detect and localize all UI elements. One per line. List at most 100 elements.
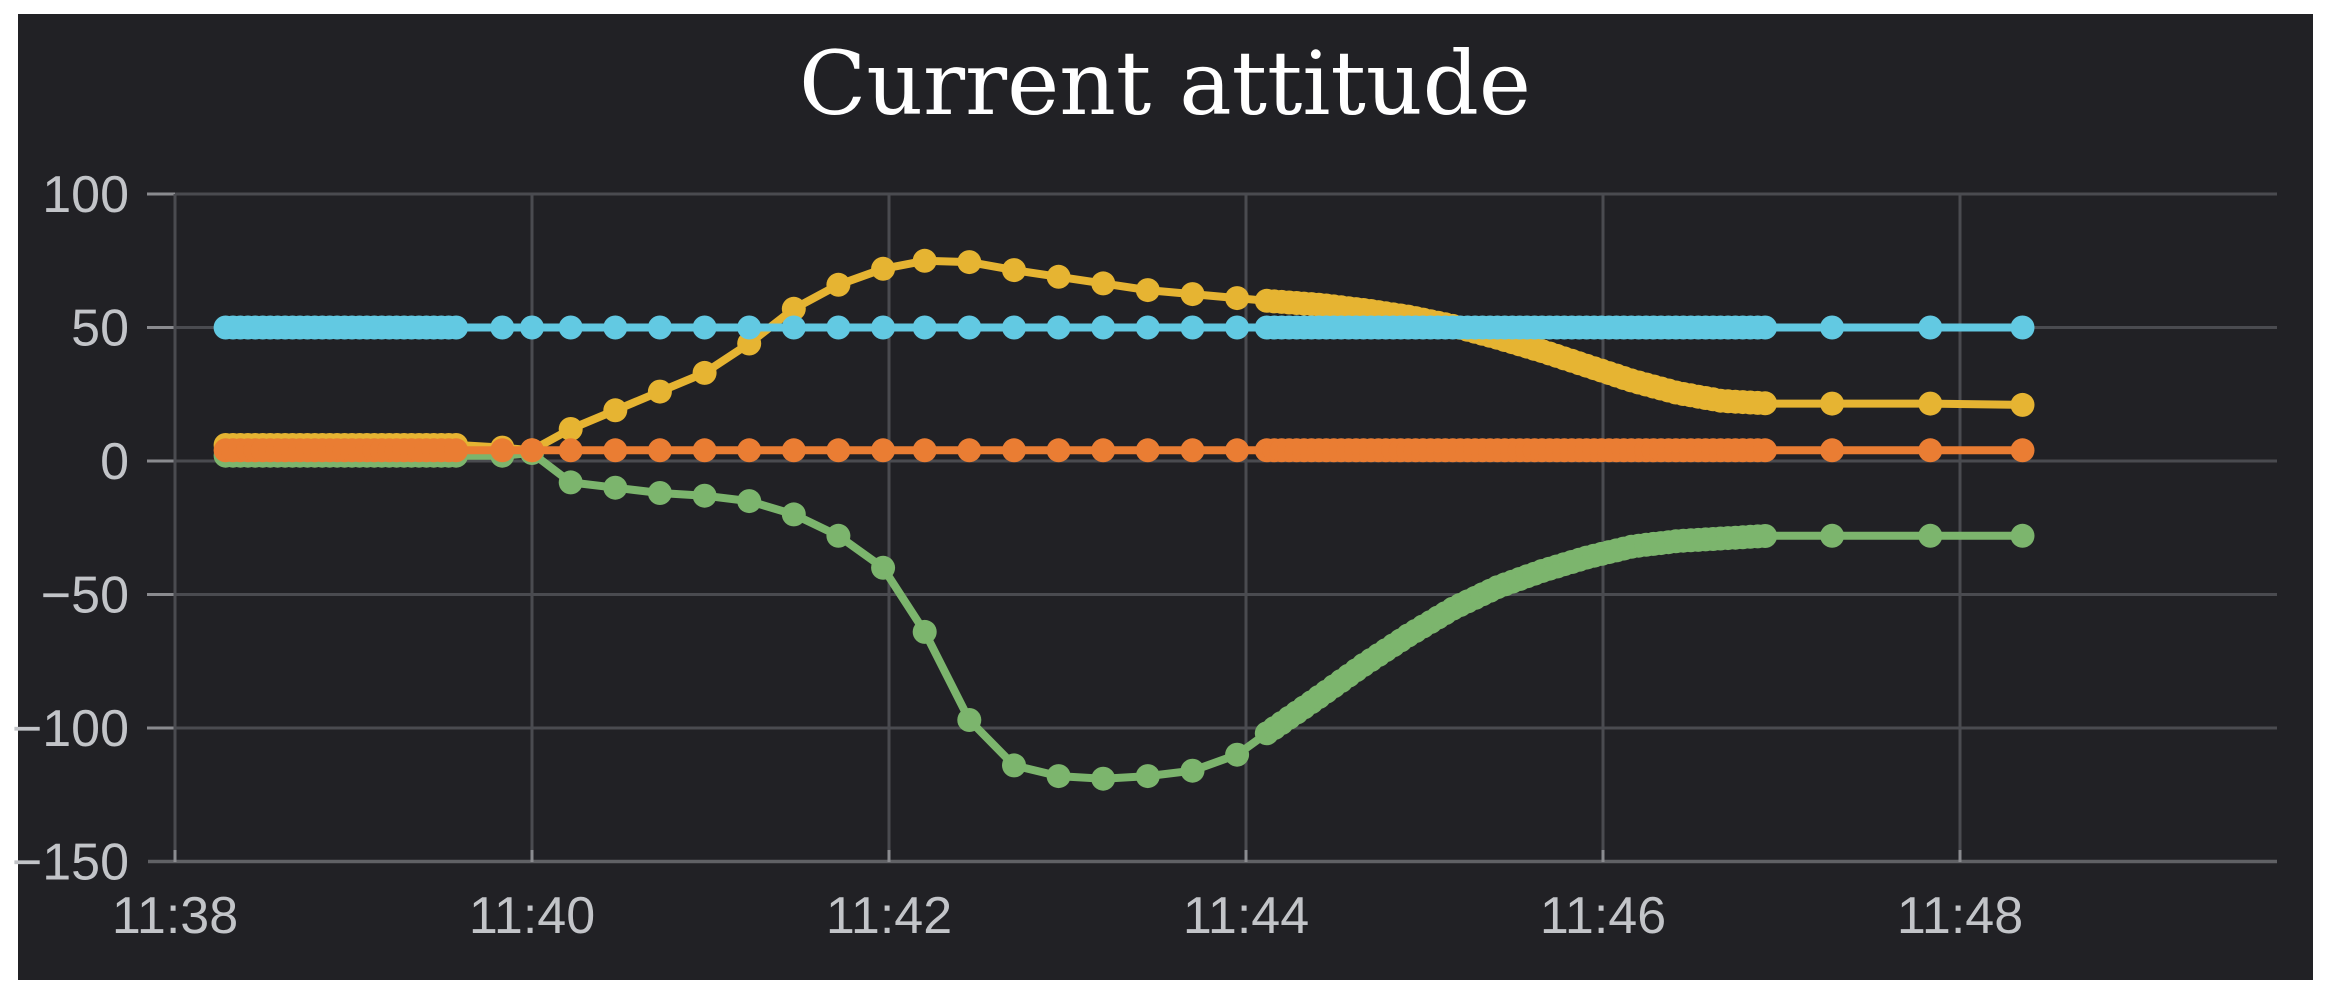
orange-series-marker [490,438,515,463]
orange-series-marker [1046,438,1071,463]
x-axis-tick-label: 11:44 [1183,887,1309,945]
green-series-marker [826,523,851,548]
x-axis-tick-label: 11:40 [469,887,595,945]
orange-series-marker [1180,438,1205,463]
green-series-marker [692,483,717,508]
cyan-series-marker [603,315,628,340]
chart-panel-background [18,14,2313,980]
yellow-series-marker [957,250,982,275]
cyan-series-marker [781,315,806,340]
cyan-series-marker [826,315,851,340]
yellow-series-marker [1918,391,1943,416]
orange-series-marker [558,438,583,463]
green-series[interactable] [213,441,2035,791]
cyan-series-marker [558,315,583,340]
cyan-series-marker [737,315,762,340]
cyan-series-marker [1046,315,1071,340]
orange-series-marker [692,438,717,463]
y-axis-tick-label: −50 [41,567,129,625]
orange-series-marker [1225,438,1250,463]
green-series-marker [1002,753,1026,778]
cyan-series-marker [2010,315,2035,340]
y-axis-tick-label: −150 [12,834,129,892]
yellow-series-marker [1180,282,1205,307]
green-series-marker [871,555,896,580]
yellow-series-marker [826,272,851,297]
green-series-marker [1135,764,1160,789]
orange-series-marker [1753,438,1778,463]
orange-series-marker [1820,438,1845,463]
yellow-series-marker [871,256,896,281]
green-series-marker [1753,524,1778,548]
orange-series-marker [520,438,544,463]
green-series-marker [603,475,628,500]
plot-area[interactable] [175,194,2277,862]
green-series-marker [912,619,937,644]
green-series-marker [1091,766,1116,791]
orange-series-marker [781,438,806,463]
cyan-series-marker [647,315,672,340]
green-series-marker [558,470,583,495]
orange-series-marker [871,438,896,463]
yellow-series-marker [781,296,806,321]
green-series-marker [1225,742,1250,767]
cyan-series-marker [1135,315,1160,340]
orange-series-marker [1135,438,1160,463]
cyan-series-marker [1753,315,1778,340]
yellow-series-marker [912,248,937,273]
cyan-series-marker [871,315,896,340]
orange-series-marker [647,438,672,463]
x-axis-tick-label: 11:46 [1540,887,1666,945]
orange-series-marker [2010,438,2035,463]
yellow-series-marker [647,379,672,404]
yellow-series-marker [2010,392,2035,417]
orange-series-marker [1091,438,1116,463]
green-series-marker [1918,523,1943,548]
cyan-series-marker [1918,315,1943,340]
chart-title: Current attitude [799,32,1531,135]
cyan-series-marker [1820,315,1845,340]
green-series-marker [1820,523,1845,548]
y-axis-tick-label: −100 [12,700,129,758]
cyan-series-marker [692,315,717,340]
yellow-series-marker [1002,258,1026,283]
green-series-marker [737,489,762,514]
orange-series-marker [1002,438,1026,463]
orange-series-marker [957,438,982,463]
green-series-marker [957,708,982,732]
yellow-series-marker [558,417,583,441]
orange-series-marker [444,438,469,463]
cyan-series-marker [520,315,544,340]
cyan-series-marker [490,315,515,340]
y-axis-tick-label: 100 [42,166,129,224]
orange-series-marker [603,438,628,463]
orange-series-marker [737,438,762,463]
cyan-series-marker [912,315,937,340]
y-axis-tick-label: 50 [71,300,129,358]
orange-series[interactable] [213,438,2035,463]
orange-series-marker [1918,438,1943,463]
yellow-series-marker [1753,391,1778,416]
y-axis-tick-label: 0 [100,433,129,491]
x-axis-tick-label: 11:42 [826,887,952,945]
cyan-series[interactable] [213,315,2035,340]
data-series [213,248,2035,791]
orange-series-marker [912,438,937,463]
cyan-series-marker [444,315,469,340]
cyan-series-marker [957,315,982,340]
yellow-series-marker [692,360,717,385]
yellow-series-marker [1046,264,1071,289]
cyan-series-marker [1225,315,1250,340]
orange-series-marker [826,438,851,463]
yellow-series-marker [1225,286,1250,311]
green-series-marker [2010,523,2035,548]
cyan-series-marker [1002,315,1026,340]
green-series-marker [1180,758,1205,783]
yellow-series-marker [603,398,628,423]
green-series-marker [1046,764,1071,789]
cyan-series-marker [1180,315,1205,340]
green-series-marker [781,502,806,527]
